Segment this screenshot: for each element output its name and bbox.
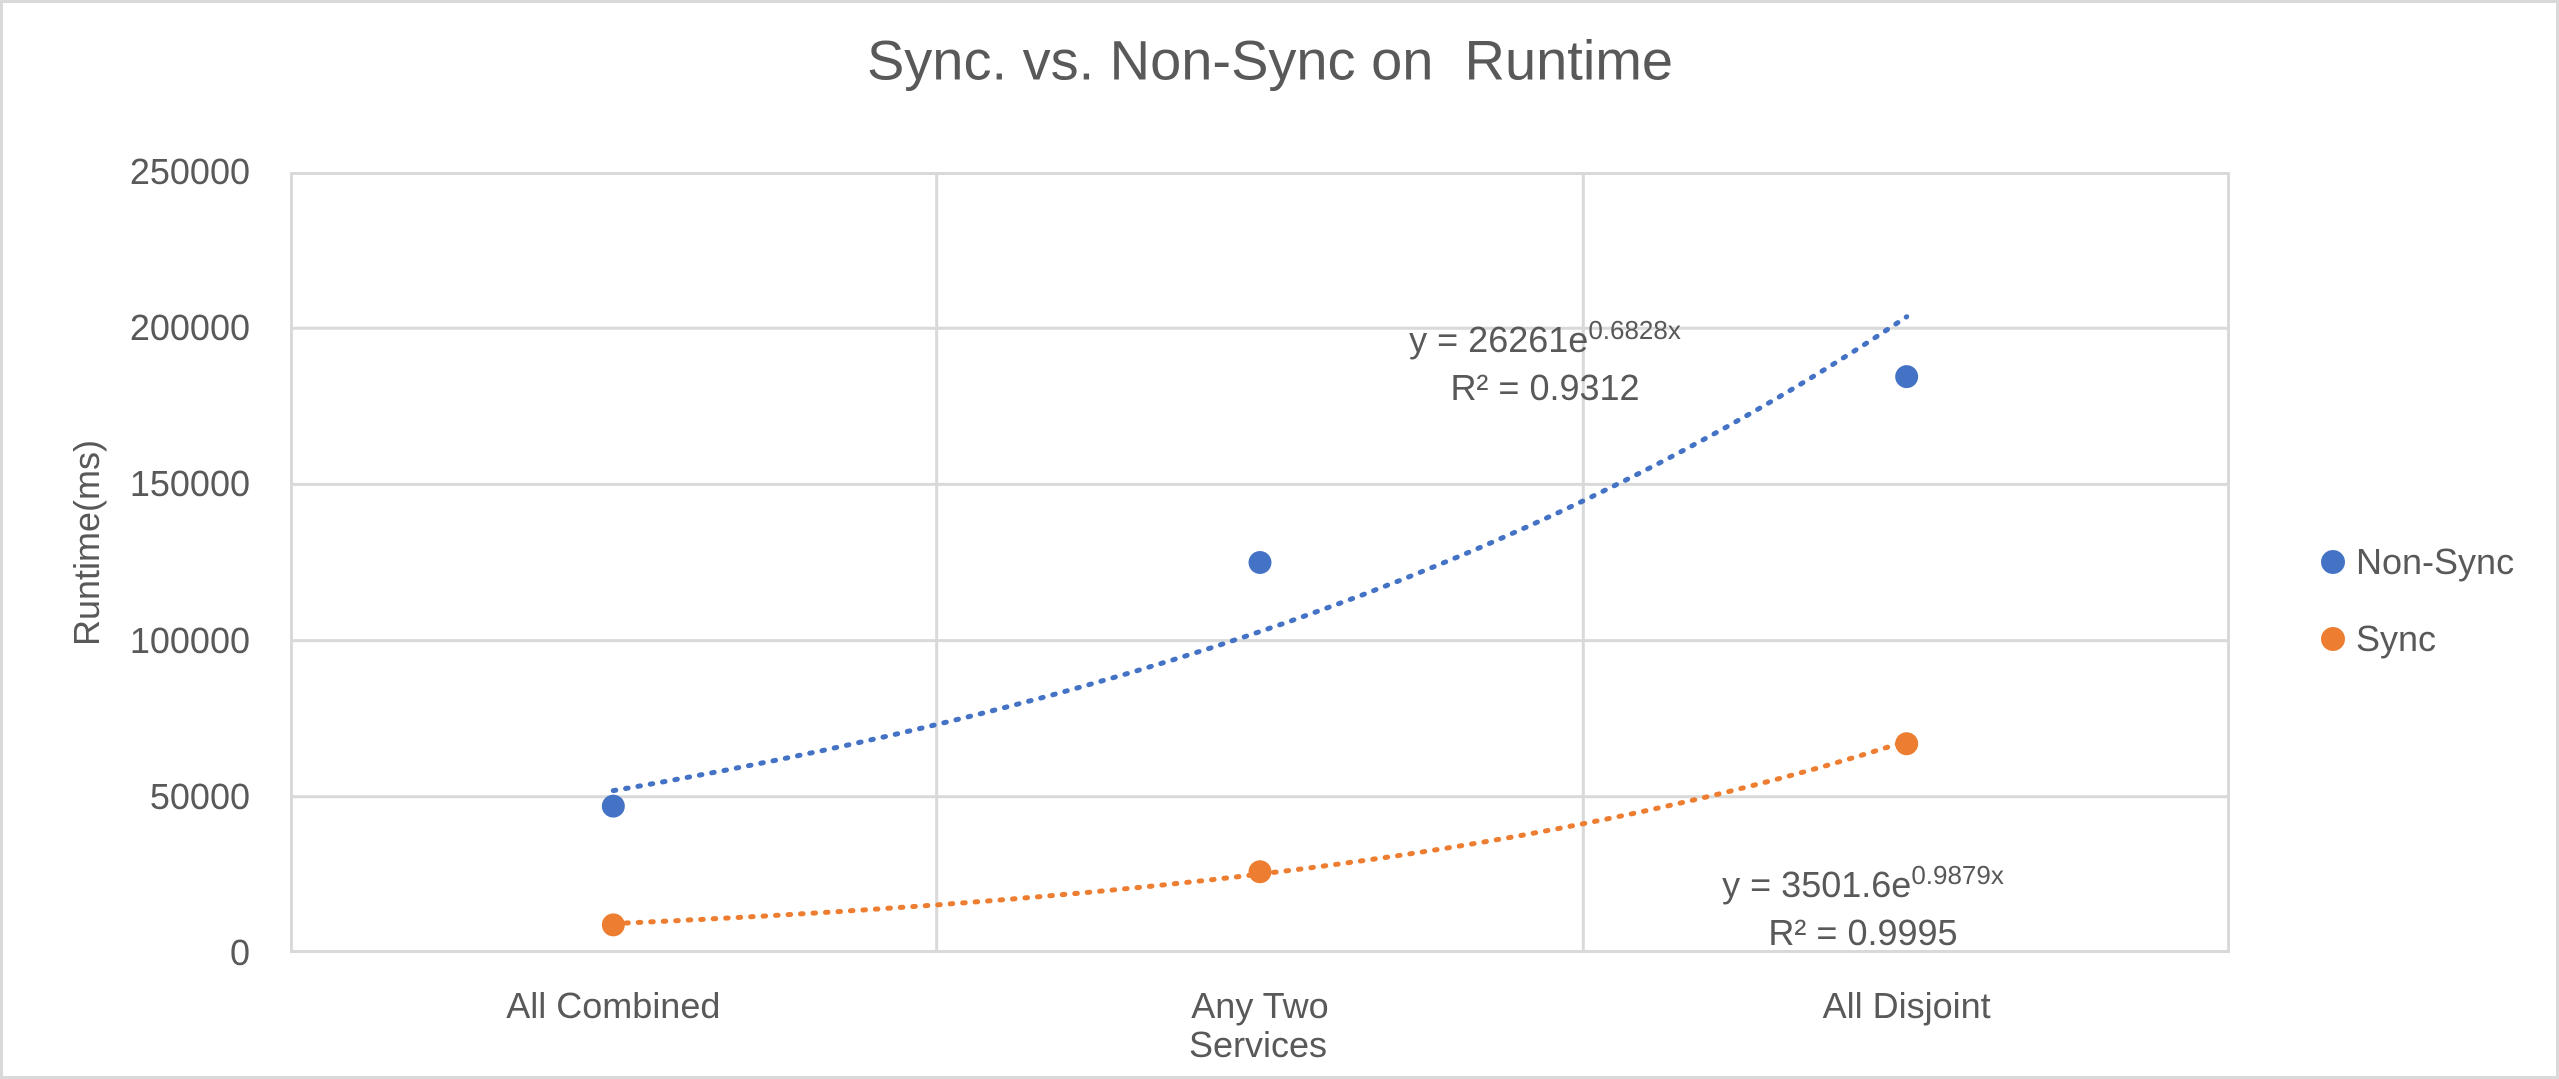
legend-marker-sync (2321, 627, 2345, 651)
x-category-label: All Combined (506, 985, 721, 1026)
y-axis-tick-label: 250000 (129, 151, 250, 192)
x-category-label: All Disjoint (1822, 985, 1991, 1026)
data-point-non-sync (1248, 551, 1272, 574)
x-category-label: Any Two (1191, 985, 1329, 1026)
legend-label: Non-Sync (2356, 541, 2515, 582)
trendline-equation-text: y = 3501.6e0.9879x (1722, 851, 2004, 909)
trendline-r-squared-text: R² = 0.9312 (1450, 367, 1640, 408)
equation-base: y = 26261e (1409, 319, 1589, 360)
trendline-equation-sync: y = 3501.6e0.9879x R² = 0.9995 (1722, 851, 2004, 957)
legend-item-sync: Sync (2321, 618, 2437, 659)
data-point-sync (1895, 732, 1919, 756)
legend-marker-non-sync (2321, 550, 2345, 574)
y-axis-tick-label: 150000 (129, 463, 250, 505)
legend-label: Sync (2356, 618, 2437, 659)
x-axis-title: Services (1188, 1024, 1328, 1065)
equation-base: y = 3501.6e (1722, 864, 1912, 905)
legend-item-non-sync: Non-Sync (2321, 541, 2515, 582)
data-point-non-sync (601, 794, 625, 818)
data-point-sync (1248, 860, 1272, 884)
y-axis-tick-label: 50000 (149, 775, 250, 817)
trendline-non-sync (610, 314, 1910, 794)
y-axis-tick-label: 0 (229, 932, 250, 973)
plot-border (290, 172, 2230, 953)
trendline-equation-non-sync: y = 26261e0.6828x R² = 0.9312 (1409, 306, 1681, 412)
chart-title: Sync. vs. Non-Sync on Runtime (866, 28, 1674, 92)
trendline-sync (610, 738, 1910, 927)
data-point-sync (601, 913, 625, 937)
data-point-non-sync (1895, 365, 1919, 389)
trendline-equation-text: y = 26261e0.6828x (1409, 306, 1681, 364)
equation-exponent: 0.9879x (1911, 860, 2004, 890)
trendline-r-squared-text: R² = 0.9995 (1768, 912, 1958, 953)
plot-area (290, 172, 2230, 953)
y-axis-tick-label: 100000 (129, 619, 250, 661)
y-axis-tick-label: 200000 (129, 307, 250, 349)
equation-exponent: 0.6828x (1588, 315, 1681, 345)
